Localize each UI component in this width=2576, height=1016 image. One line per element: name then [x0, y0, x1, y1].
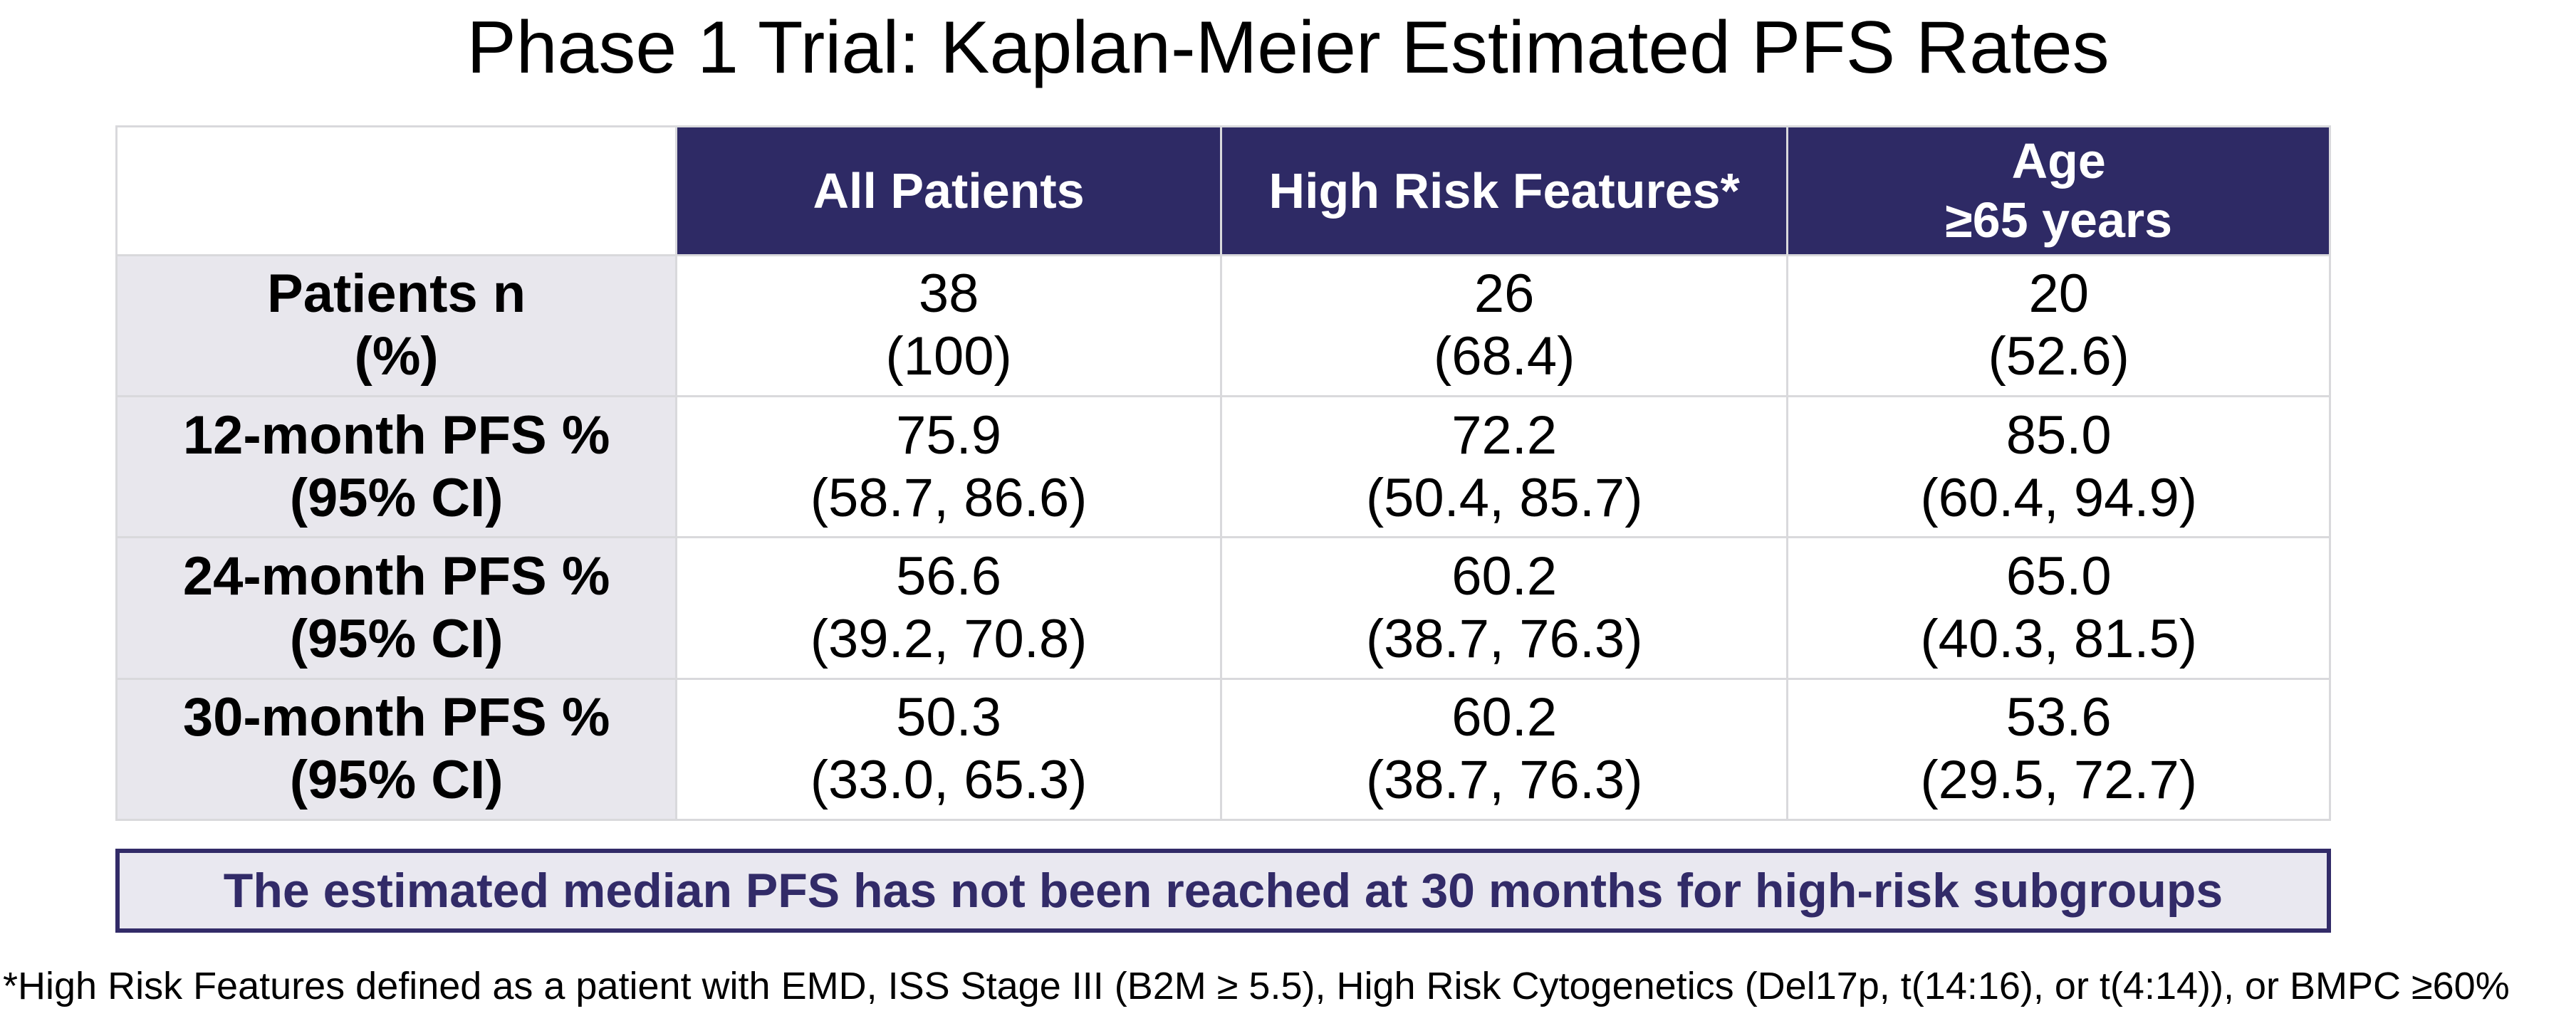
cell-24-month-all: 56.6 (39.2, 70.8) — [677, 538, 1220, 678]
cell-24-month-high-risk: 60.2 (38.7, 76.3) — [1221, 538, 1787, 678]
column-header-label-line1: Age — [2011, 133, 2106, 189]
row-label-line2: (95% CI) — [289, 750, 504, 811]
cell-value: 26 — [1474, 263, 1535, 325]
cell-patients-all: 38 (100) — [677, 256, 1220, 395]
cell-ci: (52.6) — [1988, 326, 2129, 387]
cell-ci: (68.4) — [1433, 326, 1575, 387]
cell-ci: (100) — [885, 326, 1012, 387]
row-label-line1: 12-month PFS % — [182, 404, 610, 466]
cell-ci: (38.7, 76.3) — [1365, 608, 1643, 669]
column-header-label: All Patients — [813, 162, 1085, 219]
pfs-table: All Patients High Risk Features* Age ≥65… — [115, 125, 2331, 821]
row-label-line1: 24-month PFS % — [182, 545, 610, 607]
cell-12-month-age: 85.0 (60.4, 94.9) — [1788, 397, 2329, 537]
cell-30-month-high-risk: 60.2 (38.7, 76.3) — [1221, 679, 1787, 819]
row-label-line1: Patients n — [267, 263, 526, 325]
key-message-banner: The estimated median PFS has not been re… — [115, 849, 2331, 933]
row-label-line1: 30-month PFS % — [182, 687, 610, 748]
cell-12-month-all: 75.9 (58.7, 86.6) — [677, 397, 1220, 537]
cell-ci: (38.7, 76.3) — [1365, 750, 1643, 811]
cell-patients-high-risk: 26 (68.4) — [1221, 256, 1787, 395]
cell-30-month-age: 53.6 (29.5, 72.7) — [1788, 679, 2329, 819]
key-message-text: The estimated median PFS has not been re… — [223, 864, 2223, 918]
cell-ci: (50.4, 85.7) — [1365, 467, 1643, 528]
footnote: *High Risk Features defined as a patient… — [3, 965, 2510, 1007]
cell-24-month-age: 65.0 (40.3, 81.5) — [1788, 538, 2329, 678]
cell-value: 60.2 — [1451, 545, 1558, 607]
row-label-30-month: 30-month PFS % (95% CI) — [118, 679, 676, 819]
row-label-line2: (95% CI) — [289, 467, 504, 528]
cell-ci: (33.0, 65.3) — [810, 750, 1088, 811]
cell-ci: (39.2, 70.8) — [810, 608, 1088, 669]
table-corner-cell — [118, 127, 676, 254]
column-header-label: High Risk Features* — [1268, 162, 1740, 219]
cell-12-month-high-risk: 72.2 (50.4, 85.7) — [1221, 397, 1787, 537]
cell-patients-age: 20 (52.6) — [1788, 256, 2329, 395]
cell-value: 50.3 — [896, 687, 1002, 748]
row-label-24-month: 24-month PFS % (95% CI) — [118, 538, 676, 678]
cell-ci: (29.5, 72.7) — [1920, 750, 2198, 811]
column-header-label-line2: ≥65 years — [1945, 192, 2173, 248]
row-label-12-month: 12-month PFS % (95% CI) — [118, 397, 676, 537]
column-header-high-risk: High Risk Features* — [1221, 127, 1787, 254]
cell-value: 20 — [2028, 263, 2089, 325]
cell-ci: (60.4, 94.9) — [1920, 467, 2198, 528]
row-label-line2: (%) — [354, 326, 439, 387]
cell-value: 85.0 — [2006, 404, 2112, 466]
cell-value: 60.2 — [1451, 687, 1558, 748]
cell-value: 38 — [918, 263, 979, 325]
cell-value: 75.9 — [896, 404, 1002, 466]
cell-30-month-all: 50.3 (33.0, 65.3) — [677, 679, 1220, 819]
column-header-age: Age ≥65 years — [1788, 127, 2329, 254]
row-label-line2: (95% CI) — [289, 608, 504, 669]
row-label-patients: Patients n (%) — [118, 256, 676, 395]
cell-value: 53.6 — [2006, 687, 2112, 748]
cell-value: 65.0 — [2006, 545, 2112, 607]
cell-ci: (40.3, 81.5) — [1920, 608, 2198, 669]
cell-ci: (58.7, 86.6) — [810, 467, 1088, 528]
cell-value: 72.2 — [1451, 404, 1558, 466]
page-title: Phase 1 Trial: Kaplan-Meier Estimated PF… — [466, 6, 2110, 89]
cell-value: 56.6 — [896, 545, 1002, 607]
column-header-all-patients: All Patients — [677, 127, 1220, 254]
